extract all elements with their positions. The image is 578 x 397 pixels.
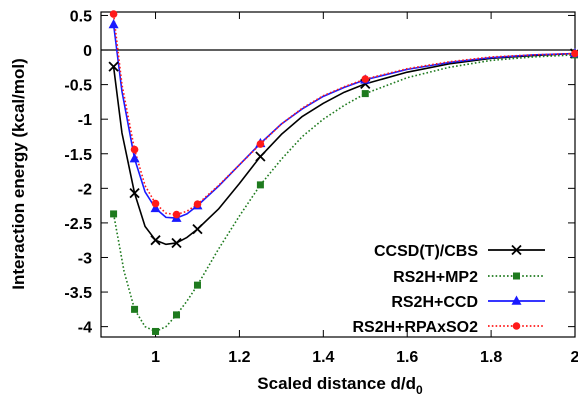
data-point-rs2h-mp2 [110, 210, 118, 218]
data-point-rs2h-rpaxso2 [151, 199, 160, 208]
x-tick-label: 1.4 [312, 349, 334, 366]
data-point-ccsd-t-cbs-stroke [150, 235, 161, 246]
data-point-ccsd-t-cbs-stroke [192, 223, 203, 235]
data-point-ccsd-t-cbs-stroke [171, 237, 182, 249]
data-point-rs2h-rpaxso2 [130, 145, 139, 154]
data-point-ccsd-t-cbs [129, 188, 140, 199]
data-point-rs2h-rpaxso2 [571, 49, 578, 58]
series-line-rs2h-rpaxso2 [112, 13, 575, 216]
data-point-rs2h-rpaxso2 [361, 75, 370, 83]
data-point-rs2h-mp2 [173, 311, 181, 319]
y-tick-label: -3 [78, 250, 92, 267]
plot-frame [100, 11, 576, 338]
y-tick-label: 0.5 [70, 8, 92, 25]
data-point-ccsd-t-cbs [108, 61, 119, 72]
legend-marker-ccsd-t-cbs-stroke [511, 244, 522, 256]
series-line-rs2h-ccd [112, 24, 575, 219]
legend-marker-rs2h-mp2 [513, 272, 520, 280]
data-point-rs2h-mp2 [152, 327, 160, 335]
series-line-rs2h-mp2 [112, 54, 575, 333]
data-point-ccsd-t-cbs [255, 151, 266, 162]
legend-marker-rs2h-ccd [511, 295, 522, 305]
data-point-ccsd-t-cbs-stroke [129, 188, 140, 199]
y-tick-label: -4 [78, 320, 92, 337]
data-point-rs2h-rpaxso2 [172, 210, 181, 219]
x-tick-label: 2 [571, 349, 578, 366]
y-tick-label: -2.5 [64, 216, 92, 233]
data-point-ccsd-t-cbs-stroke [255, 151, 266, 162]
data-point-rs2h-mp2 [256, 181, 264, 189]
y-tick-label: -0.5 [64, 78, 92, 95]
y-tick-label: -2 [78, 181, 92, 198]
x-tick-label: 1 [151, 349, 160, 366]
data-point-rs2h-mp2 [361, 90, 369, 98]
legend-marker-ccsd-t-cbs [511, 244, 522, 256]
data-point-rs2h-rpaxso2 [109, 10, 118, 18]
data-point-rs2h-rpaxso2 [256, 140, 265, 148]
data-point-ccsd-t-cbs [150, 235, 161, 246]
y-tick-label: 0 [83, 43, 92, 60]
data-point-rs2h-mp2 [193, 281, 201, 289]
legend-label-rs2h-rpaxso2: RS2H+RPAxSO2 [352, 319, 478, 336]
legend-marker-rs2h-rpaxso2 [512, 322, 521, 330]
data-point-rs2h-rpaxso2 [193, 200, 202, 209]
series-line-ccsd-t-cbs [112, 52, 575, 246]
x-axis-title-main: Scaled distance d/d [257, 374, 416, 393]
data-point-rs2h-ccd [108, 18, 119, 29]
legend-label-rs2h-mp2: RS2H+MP2 [393, 269, 478, 286]
y-tick-label: -3.5 [64, 285, 92, 302]
data-point-rs2h-ccd [150, 202, 161, 213]
y-axis-title: Interaction energy (kcal/mol) [9, 58, 28, 289]
legend-label-rs2h-ccd: RS2H+CCD [391, 294, 478, 311]
data-point-rs2h-mp2 [131, 305, 139, 313]
data-point-rs2h-ccd [129, 153, 140, 163]
x-axis-title-subscript: 0 [416, 383, 423, 397]
y-tick-label: -1 [78, 112, 92, 129]
x-tick-label: 1.6 [396, 349, 418, 366]
y-tick-label: -1.5 [64, 147, 92, 164]
data-point-ccsd-t-cbs [171, 237, 182, 249]
x-axis-title: Scaled distance d/d0 [257, 374, 423, 397]
x-tick-label: 1.8 [480, 349, 502, 366]
legend-label-ccsd-t-cbs: CCSD(T)/CBS [374, 243, 478, 260]
data-point-ccsd-t-cbs-stroke [108, 61, 119, 72]
data-point-ccsd-t-cbs [192, 223, 203, 235]
x-tick-label: 1.2 [228, 349, 250, 366]
